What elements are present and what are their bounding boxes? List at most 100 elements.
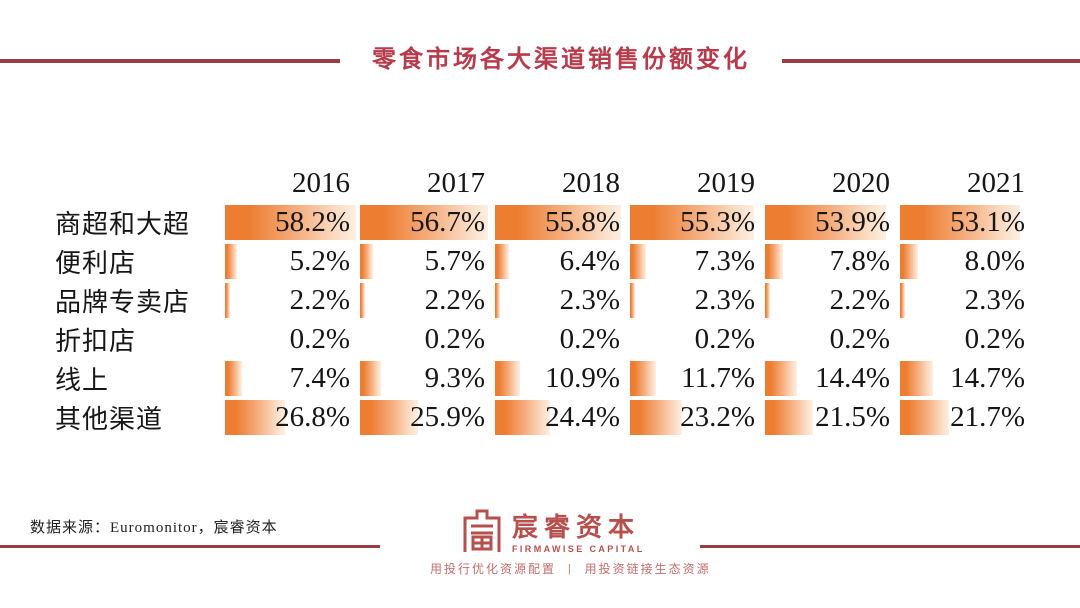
logo-tagline-left: 用投行优化资源配置 (430, 562, 557, 576)
value-cell: 53.1% (900, 205, 1031, 240)
table-body: 商超和大超 58.2% 56.7% 55.8% 55.3% 53.9% 53.1% 便利店 5.… (55, 203, 1031, 437)
logo-text-column: 宸睿资本 FIRMAWISE CAPITAL (512, 513, 645, 554)
value-label: 53.9% (815, 206, 890, 238)
title-rule-left (0, 59, 340, 63)
value-cell: 6.4% (495, 244, 626, 279)
year-header: 2019 (697, 166, 755, 199)
year-header: 2021 (967, 166, 1025, 199)
value-label: 21.7% (950, 401, 1025, 433)
value-cell: 55.8% (495, 205, 626, 240)
logo-seal-icon (458, 506, 506, 554)
value-label: 2.3% (559, 284, 620, 316)
value-cell: 7.3% (630, 244, 761, 279)
value-cell: 14.4% (765, 361, 896, 396)
share-table: 2016 2017 2018 2019 2020 2021 商超和大超 58.2% 56.7%… (55, 163, 1031, 437)
data-bar (630, 361, 657, 396)
footer-rule-right (700, 545, 1080, 548)
value-cell: 2.3% (630, 283, 761, 318)
value-label: 26.8% (275, 401, 350, 433)
value-label: 25.9% (410, 401, 485, 433)
footer-rule-left (0, 545, 380, 548)
data-bar (765, 361, 798, 396)
data-bar (225, 244, 237, 279)
value-label: 7.4% (289, 362, 350, 394)
value-label: 0.2% (964, 323, 1025, 355)
value-cell: 53.9% (765, 205, 896, 240)
value-cell: 7.4% (225, 361, 356, 396)
title-rule-right (782, 59, 1080, 63)
value-label: 21.5% (815, 401, 890, 433)
data-bar (900, 400, 949, 435)
logo-company-name: 宸睿资本 (512, 513, 641, 542)
value-label: 5.2% (289, 245, 350, 277)
data-bar (495, 361, 520, 396)
value-cell: 0.2% (765, 322, 896, 357)
logo-company-name-en: FIRMAWISE CAPITAL (512, 544, 645, 554)
value-cell: 0.2% (360, 322, 491, 357)
data-bar (765, 244, 783, 279)
data-bar (495, 283, 501, 318)
data-bar (765, 400, 814, 435)
value-label: 11.7% (681, 362, 755, 394)
value-label: 7.8% (829, 245, 890, 277)
data-bar (225, 205, 356, 240)
value-cell: 11.7% (630, 361, 761, 396)
value-cell: 9.3% (360, 361, 491, 396)
logo-row: 宸睿资本 FIRMAWISE CAPITAL (458, 506, 711, 554)
value-cell: 7.8% (765, 244, 896, 279)
value-cell: 0.2% (630, 322, 761, 357)
row-label: 线上 (55, 366, 110, 395)
data-bar (495, 244, 510, 279)
value-label: 2.2% (829, 284, 890, 316)
data-bar (765, 283, 770, 318)
company-logo: 宸睿资本 FIRMAWISE CAPITAL 用投行优化资源配置 | 用投资链接… (430, 506, 711, 577)
data-bar (495, 400, 550, 435)
value-label: 14.4% (815, 362, 890, 394)
logo-tagline: 用投行优化资源配置 | 用投资链接生态资源 (430, 560, 711, 577)
table-row: 折扣店 0.2% 0.2% 0.2% 0.2% 0.2% 0.2% (55, 320, 1031, 359)
data-bar (630, 205, 755, 240)
logo-tagline-right: 用投资链接生态资源 (584, 562, 711, 576)
value-label: 7.3% (694, 245, 755, 277)
value-cell: 5.2% (225, 244, 356, 279)
row-label: 其他渠道 (55, 405, 164, 434)
value-label: 10.9% (545, 362, 620, 394)
value-label: 9.3% (424, 362, 485, 394)
data-bar (360, 400, 419, 435)
year-header: 2016 (292, 166, 350, 199)
value-label: 5.7% (424, 245, 485, 277)
data-bar (360, 205, 488, 240)
data-bar (630, 283, 636, 318)
value-cell: 2.3% (495, 283, 626, 318)
value-cell: 2.3% (900, 283, 1031, 318)
value-label: 0.2% (559, 323, 620, 355)
data-bar (630, 400, 683, 435)
year-header-row: 2016 2017 2018 2019 2020 2021 (55, 163, 1031, 203)
value-cell: 0.2% (900, 322, 1031, 357)
table-row: 商超和大超 58.2% 56.7% 55.8% 55.3% 53.9% 53.1% (55, 203, 1031, 242)
value-cell: 10.9% (495, 361, 626, 396)
table-row: 便利店 5.2% 5.7% 6.4% 7.3% 7.8% 8.0% (55, 242, 1031, 281)
value-cell: 8.0% (900, 244, 1031, 279)
table-row: 品牌专卖店 2.2% 2.2% 2.3% 2.3% 2.2% 2.3% (55, 281, 1031, 320)
row-label: 商超和大超 (55, 210, 191, 239)
data-bar (900, 205, 1020, 240)
row-label: 便利店 (55, 249, 137, 278)
value-cell: 58.2% (225, 205, 356, 240)
value-cell: 2.2% (360, 283, 491, 318)
value-label: 0.2% (829, 323, 890, 355)
data-bar (495, 205, 621, 240)
logo-tagline-divider: | (568, 561, 573, 575)
data-bar (630, 244, 647, 279)
table-row: 其他渠道 26.8% 25.9% 24.4% 23.2% 21.5% 21.7% (55, 398, 1031, 437)
value-cell: 21.5% (765, 400, 896, 435)
data-source-note: 数据来源：Euromonitor，宸睿资本 (30, 520, 278, 536)
value-cell: 56.7% (360, 205, 491, 240)
value-cell: 55.3% (630, 205, 761, 240)
data-bar (360, 283, 365, 318)
row-label: 品牌专卖店 (55, 288, 191, 317)
value-cell: 25.9% (360, 400, 491, 435)
value-cell: 26.8% (225, 400, 356, 435)
value-cell: 2.2% (765, 283, 896, 318)
value-label: 14.7% (950, 362, 1025, 394)
